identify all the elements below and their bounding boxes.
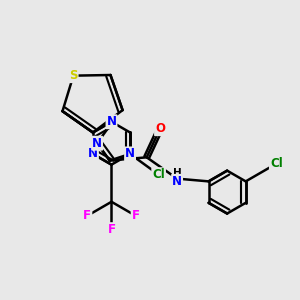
Text: N: N: [172, 175, 182, 188]
Text: N: N: [125, 147, 135, 161]
Text: N: N: [88, 147, 98, 161]
Text: Cl: Cl: [152, 168, 165, 181]
Text: F: F: [83, 209, 92, 222]
Text: N: N: [92, 137, 102, 150]
Text: H: H: [173, 168, 182, 178]
Text: S: S: [69, 69, 78, 82]
Text: F: F: [132, 209, 140, 222]
Text: Cl: Cl: [270, 157, 283, 170]
Text: O: O: [155, 122, 165, 135]
Text: F: F: [107, 223, 116, 236]
Text: N: N: [106, 115, 116, 128]
